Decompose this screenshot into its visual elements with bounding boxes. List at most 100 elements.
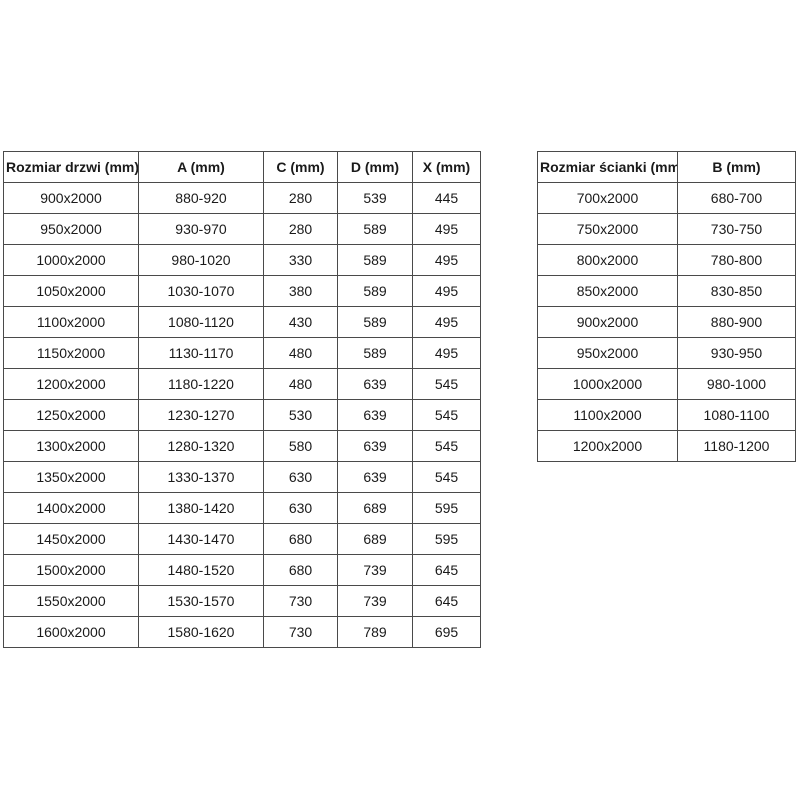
table-row: 1000x2000 980-1000 — [537, 368, 796, 400]
table-row: 950x2000 930-950 — [537, 337, 796, 369]
table-cell: 1380-1420 — [138, 492, 264, 524]
table-cell: 545 — [412, 430, 481, 462]
table-cell: 595 — [412, 492, 481, 524]
table-cell: 639 — [337, 461, 413, 493]
column-header: X (mm) — [412, 151, 481, 183]
table-cell: 495 — [412, 337, 481, 369]
table-cell: 639 — [337, 368, 413, 400]
table-cell: 1130-1170 — [138, 337, 264, 369]
table-cell: 539 — [337, 182, 413, 214]
table-cell: 589 — [337, 306, 413, 338]
table-cell: 1230-1270 — [138, 399, 264, 431]
table-cell: 689 — [337, 523, 413, 555]
table-cell: 1000x2000 — [537, 368, 678, 400]
table-cell: 880-920 — [138, 182, 264, 214]
table-cell: 589 — [337, 244, 413, 276]
table-cell: 1450x2000 — [3, 523, 139, 555]
table-cell: 1000x2000 — [3, 244, 139, 276]
column-header: C (mm) — [263, 151, 338, 183]
table-row: 900x2000 880-900 — [537, 306, 796, 338]
table-cell: 1580-1620 — [138, 616, 264, 648]
wall-panel-sizes-table-header: Rozmiar ścianki (mm) B (mm) — [537, 151, 796, 183]
table-cell: 1080-1120 — [138, 306, 264, 338]
table-cell: 800x2000 — [537, 244, 678, 276]
table-cell: 730 — [263, 616, 338, 648]
table-cell: 645 — [412, 554, 481, 586]
table-cell: 689 — [337, 492, 413, 524]
table-cell: 1180-1220 — [138, 368, 264, 400]
table-cell: 950x2000 — [3, 213, 139, 245]
table-row: 1200x2000 1180-1220 480 639 545 — [3, 368, 481, 400]
table-row: 1500x2000 1480-1520 680 739 645 — [3, 554, 481, 586]
table-cell: 680 — [263, 523, 338, 555]
table-cell: 545 — [412, 368, 481, 400]
table-cell: 730-750 — [677, 213, 796, 245]
table-cell: 1100x2000 — [537, 399, 678, 431]
table-row: 800x2000 780-800 — [537, 244, 796, 276]
table-cell: 930-970 — [138, 213, 264, 245]
table-cell: 280 — [263, 213, 338, 245]
table-cell: 1250x2000 — [3, 399, 139, 431]
header-row: Rozmiar drzwi (mm) A (mm) C (mm) D (mm) X (m… — [3, 151, 481, 183]
table-cell: 430 — [263, 306, 338, 338]
table-cell: 645 — [412, 585, 481, 617]
table-cell: 495 — [412, 213, 481, 245]
table-row: 1550x2000 1530-1570 730 739 645 — [3, 585, 481, 617]
table-cell: 630 — [263, 492, 338, 524]
table-cell: 639 — [337, 399, 413, 431]
table-cell: 1350x2000 — [3, 461, 139, 493]
table-cell: 900x2000 — [537, 306, 678, 338]
table-row: 900x2000 880-920 280 539 445 — [3, 182, 481, 214]
table-row: 750x2000 730-750 — [537, 213, 796, 245]
table-cell: 589 — [337, 213, 413, 245]
table-cell: 1050x2000 — [3, 275, 139, 307]
table-row: 700x2000 680-700 — [537, 182, 796, 214]
table-cell: 480 — [263, 368, 338, 400]
table-cell: 1100x2000 — [3, 306, 139, 338]
column-header: Rozmiar ścianki (mm) — [537, 151, 678, 183]
table-cell: 580 — [263, 430, 338, 462]
table-cell: 495 — [412, 306, 481, 338]
table-row: 850x2000 830-850 — [537, 275, 796, 307]
table-cell: 750x2000 — [537, 213, 678, 245]
table-cell: 495 — [412, 275, 481, 307]
table-cell: 980-1000 — [677, 368, 796, 400]
table-cell: 1480-1520 — [138, 554, 264, 586]
table-cell: 545 — [412, 461, 481, 493]
table-row: 1350x2000 1330-1370 630 639 545 — [3, 461, 481, 493]
table-cell: 1080-1100 — [677, 399, 796, 431]
door-sizes-table-body: 900x2000 880-920 280 539 445 950x2000 930-970 2… — [3, 182, 481, 648]
table-cell: 1500x2000 — [3, 554, 139, 586]
table-cell: 1200x2000 — [3, 368, 139, 400]
column-header: Rozmiar drzwi (mm) — [3, 151, 139, 183]
table-cell: 1550x2000 — [3, 585, 139, 617]
table-cell: 730 — [263, 585, 338, 617]
table-cell: 480 — [263, 337, 338, 369]
table-cell: 595 — [412, 523, 481, 555]
table-cell: 530 — [263, 399, 338, 431]
table-cell: 1030-1070 — [138, 275, 264, 307]
table-row: 1250x2000 1230-1270 530 639 545 — [3, 399, 481, 431]
table-cell: 545 — [412, 399, 481, 431]
table-row: 1150x2000 1130-1170 480 589 495 — [3, 337, 481, 369]
table-cell: 445 — [412, 182, 481, 214]
table-cell: 1400x2000 — [3, 492, 139, 524]
table-cell: 880-900 — [677, 306, 796, 338]
table-row: 1450x2000 1430-1470 680 689 595 — [3, 523, 481, 555]
table-cell: 1300x2000 — [3, 430, 139, 462]
table-cell: 380 — [263, 275, 338, 307]
table-row: 1100x2000 1080-1120 430 589 495 — [3, 306, 481, 338]
table-row: 1600x2000 1580-1620 730 789 695 — [3, 616, 481, 648]
table-cell: 1600x2000 — [3, 616, 139, 648]
column-header: B (mm) — [677, 151, 796, 183]
table-cell: 1330-1370 — [138, 461, 264, 493]
table-cell: 680 — [263, 554, 338, 586]
table-cell: 1280-1320 — [138, 430, 264, 462]
door-sizes-table-header: Rozmiar drzwi (mm) A (mm) C (mm) D (mm) X (m… — [3, 151, 481, 183]
column-header: D (mm) — [337, 151, 413, 183]
table-cell: 980-1020 — [138, 244, 264, 276]
table-row: 1100x2000 1080-1100 — [537, 399, 796, 431]
table-row: 1050x2000 1030-1070 380 589 495 — [3, 275, 481, 307]
table-cell: 330 — [263, 244, 338, 276]
